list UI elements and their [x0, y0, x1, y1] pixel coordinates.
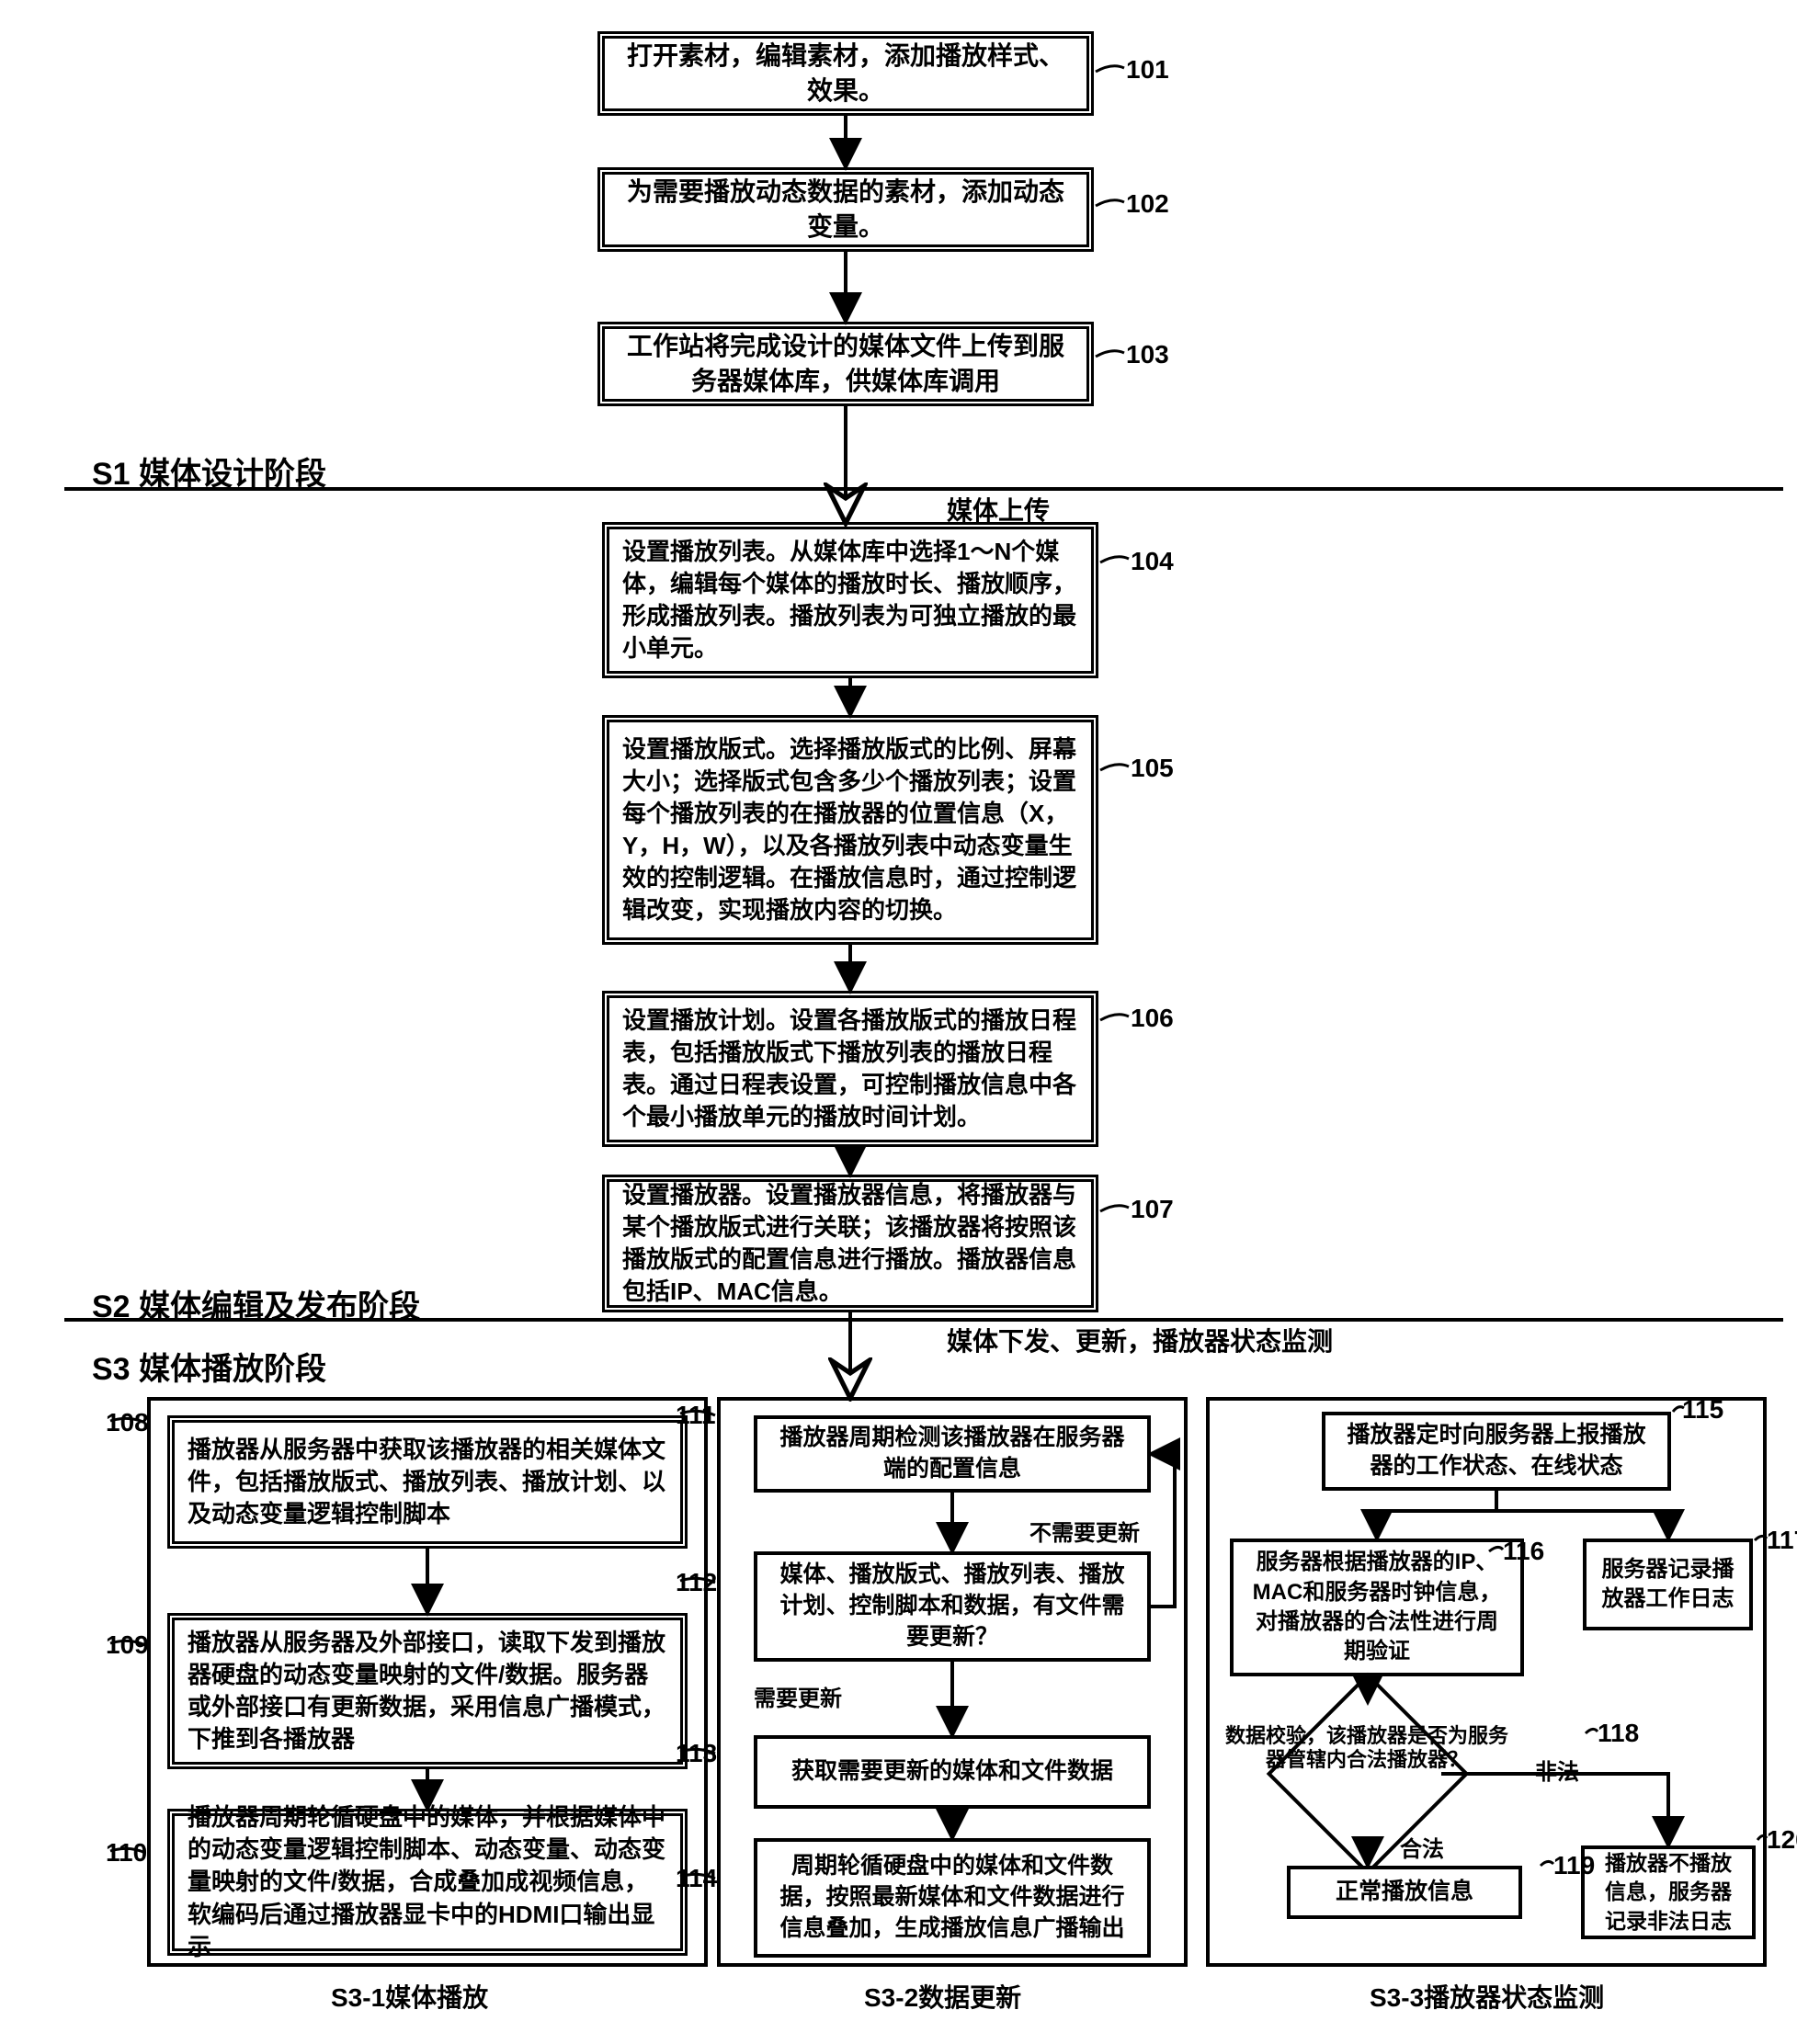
d118-text: 数据校验，该播放器是否为服务器管辖内合法播放器？: [1225, 1724, 1508, 1771]
label-illegal: 非法: [1535, 1754, 1579, 1786]
box-112-text: 媒体、播放版式、播放列表、播放计划、控制脚本和数据，有文件需要更新？: [770, 1560, 1134, 1652]
box-107: 设置播放器。设置播放器信息，将播放器与某个播放版式进行关联；该播放器将按照该播放…: [602, 1175, 1098, 1312]
s31-title-text: S3-1媒体播放: [331, 1983, 488, 2012]
box-115-text: 播放器定时向服务器上报播放器的工作状态、在线状态: [1338, 1420, 1655, 1482]
box-104: 设置播放列表。从媒体库中选择1～N个媒体，编辑每个媒体的播放时长、播放顺序，形成…: [602, 522, 1098, 678]
num-109: 109: [106, 1630, 149, 1660]
box-112: 媒体、播放版式、播放列表、播放计划、控制脚本和数据，有文件需要更新？: [754, 1551, 1151, 1662]
num-104: 104: [1131, 547, 1174, 576]
num-106: 106: [1131, 1004, 1174, 1033]
box-109: 播放器从服务器及外部接口，读取下发到播放器硬盘的动态变量映射的文件/数据。服务器…: [167, 1613, 688, 1769]
num-113: 113: [676, 1739, 717, 1768]
label-need-update: 需要更新: [754, 1680, 842, 1712]
box-119-text: 正常播放信息: [1336, 1877, 1473, 1908]
label-legal: 合法: [1400, 1831, 1444, 1863]
box-107-text: 设置播放器。设置播放器信息，将播放器与某个播放版式进行关联；该播放器将按照该播放…: [622, 1179, 1078, 1308]
divider-1: [64, 487, 1783, 491]
label-no-update: 不需要更新: [1029, 1515, 1140, 1547]
panel-s33-title: S3-3播放器状态监测: [1370, 1978, 1604, 2015]
box-108: 播放器从服务器中获取该播放器的相关媒体文件，包括播放版式、播放列表、播放计划、以…: [167, 1415, 688, 1549]
box-104-text: 设置播放列表。从媒体库中选择1～N个媒体，编辑每个媒体的播放时长、播放顺序，形成…: [622, 536, 1078, 664]
box-111-text: 播放器周期检测该播放器在服务器端的配置信息: [770, 1423, 1134, 1485]
box-120-text: 播放器不播放信息，服务器记录非法日志: [1598, 1849, 1739, 1935]
box-114: 周期轮循硬盘中的媒体和文件数据，按照最新媒体和文件数据进行信息叠加，生成播放信息…: [754, 1838, 1151, 1958]
box-101: 打开素材，编辑素材，添加播放样式、效果。: [597, 31, 1094, 116]
no-update-text: 不需要更新: [1029, 1521, 1140, 1546]
num-114: 114: [676, 1864, 717, 1893]
box-109-text: 播放器从服务器及外部接口，读取下发到播放器硬盘的动态变量映射的文件/数据。服务器…: [188, 1627, 667, 1755]
box-101-text: 打开素材，编辑素材，添加播放样式、效果。: [618, 39, 1074, 108]
label-upload-text: 媒体上传: [947, 496, 1050, 525]
s33-title-text: S3-3播放器状态监测: [1370, 1983, 1604, 2012]
box-102: 为需要播放动态数据的素材，添加动态变量。: [597, 167, 1094, 252]
box-117-text: 服务器记录播放器工作日志: [1599, 1555, 1736, 1615]
label-distribute: 媒体下发、更新，播放器状态监测: [947, 1322, 1333, 1358]
num-119: 119: [1553, 1851, 1595, 1880]
box-113: 获取需要更新的媒体和文件数据: [754, 1735, 1151, 1809]
need-update-text: 需要更新: [754, 1686, 842, 1711]
num-101: 101: [1126, 55, 1169, 85]
box-106: 设置播放计划。设置各播放版式的播放日程表，包括播放版式下播放列表的播放日程表。通…: [602, 991, 1098, 1147]
s3-title-text: S3 媒体播放阶段: [92, 1352, 326, 1387]
box-103: 工作站将完成设计的媒体文件上传到服务器媒体库，供媒体库调用: [597, 322, 1094, 406]
panel-s31-title: S3-1媒体播放: [331, 1978, 488, 2015]
num-107: 107: [1131, 1195, 1174, 1224]
box-117: 服务器记录播放器工作日志: [1583, 1539, 1753, 1630]
num-110: 110: [106, 1838, 147, 1868]
box-114-text: 周期轮循硬盘中的媒体和文件数据，按照最新媒体和文件数据进行信息叠加，生成播放信息…: [770, 1851, 1134, 1944]
box-113-text: 获取需要更新的媒体和文件数据: [791, 1756, 1113, 1788]
num-102: 102: [1126, 189, 1169, 219]
legal-text: 合法: [1400, 1837, 1444, 1862]
num-111: 111: [676, 1401, 716, 1430]
box-115: 播放器定时向服务器上报播放器的工作状态、在线状态: [1322, 1412, 1671, 1491]
divider-2: [64, 1318, 1783, 1322]
box-116-text: 服务器根据播放器的IP、MAC和服务器时钟信息，对播放器的合法性进行周期验证: [1246, 1548, 1507, 1667]
num-116: 116: [1503, 1537, 1544, 1566]
num-112: 112: [676, 1568, 717, 1597]
box-111: 播放器周期检测该播放器在服务器端的配置信息: [754, 1415, 1151, 1493]
num-115: 115: [1682, 1395, 1723, 1425]
num-118: 118: [1598, 1719, 1639, 1748]
box-110-text: 播放器周期轮循硬盘中的媒体，并根据媒体中的动态变量逻辑控制脚本、动态变量、动态变…: [188, 1801, 667, 1962]
num-117: 117: [1767, 1526, 1797, 1555]
box-103-text: 工作站将完成设计的媒体文件上传到服务器媒体库，供媒体库调用: [618, 329, 1074, 399]
box-102-text: 为需要播放动态数据的素材，添加动态变量。: [618, 175, 1074, 244]
box-119: 正常播放信息: [1287, 1866, 1522, 1919]
box-110: 播放器周期轮循硬盘中的媒体，并根据媒体中的动态变量逻辑控制脚本、动态变量、动态变…: [167, 1809, 688, 1956]
diamond-118-label: 数据校验，该播放器是否为服务器管辖内合法播放器？: [1224, 1724, 1509, 1773]
box-108-text: 播放器从服务器中获取该播放器的相关媒体文件，包括播放版式、播放列表、播放计划、以…: [188, 1434, 667, 1530]
num-105: 105: [1131, 754, 1174, 783]
box-105: 设置播放版式。选择播放版式的比例、屏幕大小；选择版式包含多少个播放列表；设置每个…: [602, 715, 1098, 945]
num-108: 108: [106, 1408, 149, 1437]
box-120: 播放器不播放信息，服务器记录非法日志: [1581, 1845, 1756, 1939]
num-103: 103: [1126, 340, 1169, 369]
box-106-text: 设置播放计划。设置各播放版式的播放日程表，包括播放版式下播放列表的播放日程表。通…: [622, 1005, 1078, 1133]
num-120: 120: [1767, 1825, 1797, 1855]
illegal-text: 非法: [1535, 1760, 1579, 1785]
panel-s32-title: S3-2数据更新: [864, 1978, 1021, 2015]
label-distribute-text: 媒体下发、更新，播放器状态监测: [947, 1327, 1333, 1356]
box-116: 服务器根据播放器的IP、MAC和服务器时钟信息，对播放器的合法性进行周期验证: [1230, 1539, 1524, 1676]
flowchart-canvas: 打开素材，编辑素材，添加播放样式、效果。 为需要播放动态数据的素材，添加动态变量…: [18, 18, 1797, 2026]
box-105-text: 设置播放版式。选择播放版式的比例、屏幕大小；选择版式包含多少个播放列表；设置每个…: [622, 733, 1078, 927]
section-s3-title: S3 媒体播放阶段: [92, 1344, 326, 1389]
s32-title-text: S3-2数据更新: [864, 1983, 1021, 2012]
